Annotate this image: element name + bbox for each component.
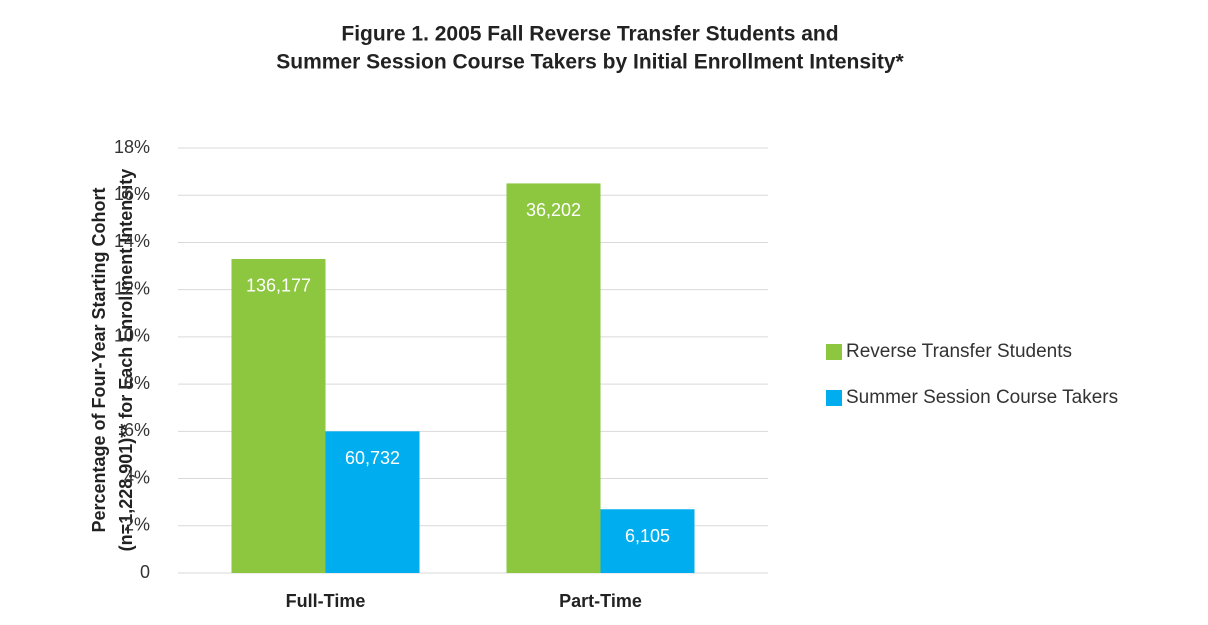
legend-label: Summer Session Course Takers <box>846 387 1118 408</box>
data-label: 36,202 <box>526 200 581 220</box>
chart-title: Figure 1. 2005 Fall Reverse Transfer Stu… <box>341 23 838 46</box>
y-tick-label: 10% <box>114 326 150 346</box>
bar <box>600 509 695 573</box>
y-axis-title: (n=1,228,901)** for Each Enrollment Inte… <box>116 169 136 552</box>
x-tick-label: Part-Time <box>559 591 642 611</box>
data-label: 136,177 <box>246 276 311 296</box>
legend-label: Reverse Transfer Students <box>846 341 1072 362</box>
y-tick-label: 18% <box>114 137 150 157</box>
bar <box>506 183 601 573</box>
legend-swatch <box>826 344 842 360</box>
legend-swatch <box>826 390 842 406</box>
y-tick-label: 6% <box>124 420 150 440</box>
bar <box>231 258 326 573</box>
y-tick-label: 14% <box>114 231 150 251</box>
data-label: 60,732 <box>345 448 400 468</box>
y-tick-label: 12% <box>114 278 150 298</box>
y-tick-label: 8% <box>124 373 150 393</box>
y-tick-label: 2% <box>124 515 150 535</box>
y-tick-label: 4% <box>124 467 150 487</box>
y-axis-title: Percentage of Four-Year Starting Cohort <box>89 187 109 532</box>
chart-title: Summer Session Course Takers by Initial … <box>276 51 904 74</box>
bar <box>325 431 420 573</box>
x-tick-label: Full-Time <box>286 591 366 611</box>
data-label: 6,105 <box>625 526 670 546</box>
y-tick-label: 0 <box>140 562 150 582</box>
y-tick-label: 16% <box>114 184 150 204</box>
